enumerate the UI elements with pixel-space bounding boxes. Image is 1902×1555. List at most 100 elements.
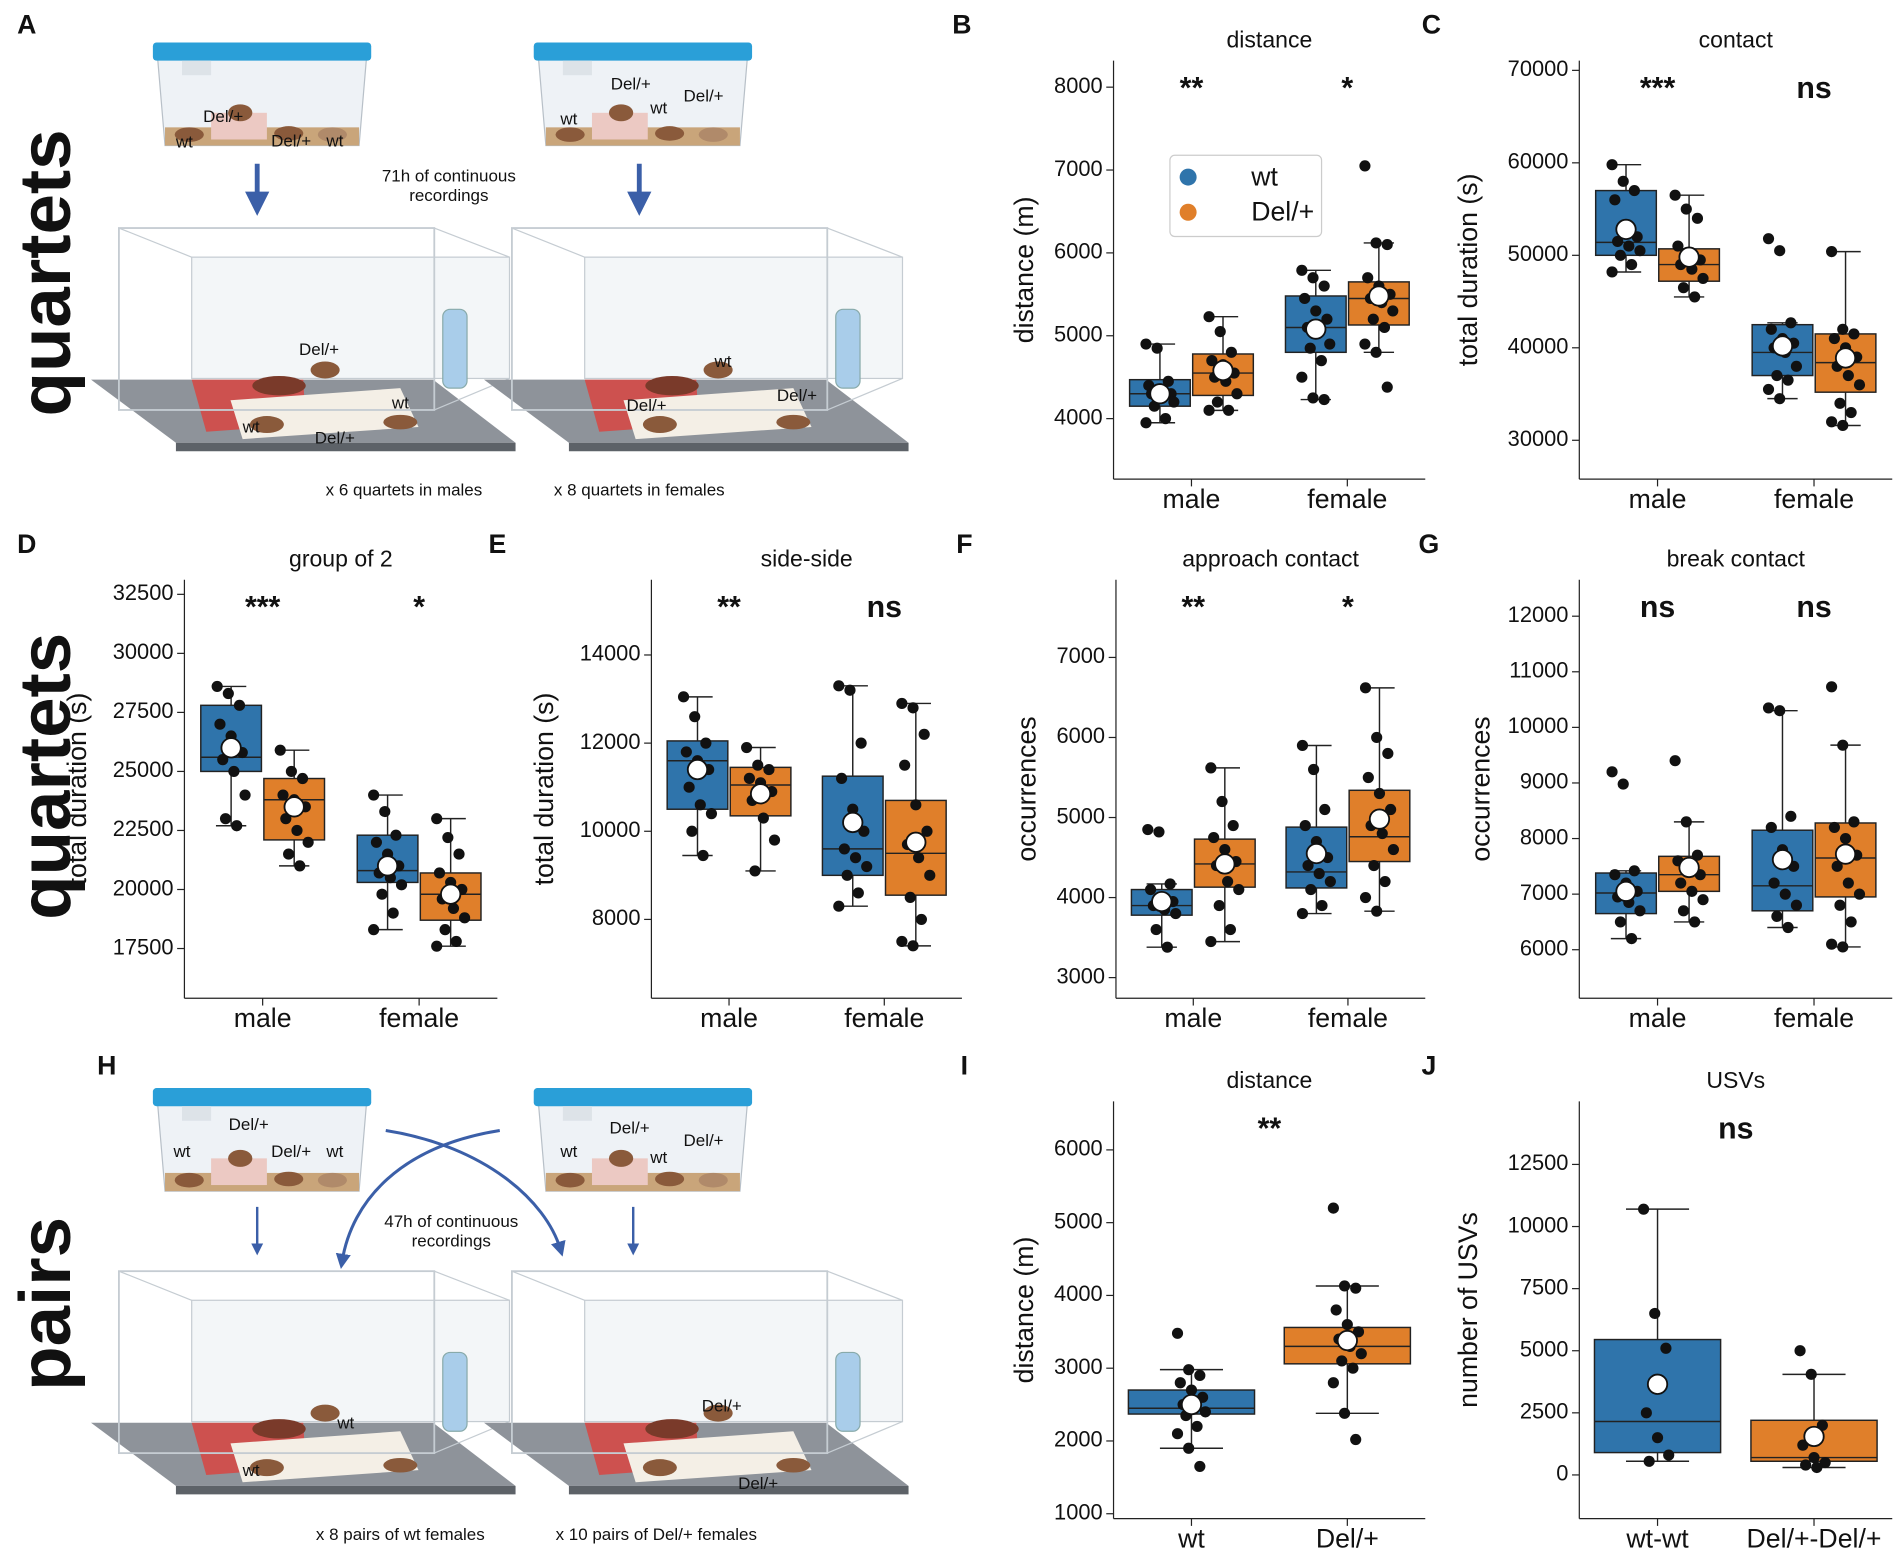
point — [1845, 916, 1857, 928]
point — [1382, 747, 1394, 760]
significance: ** — [717, 591, 741, 624]
significance: ns — [1796, 72, 1831, 105]
point — [285, 765, 297, 778]
point — [1307, 392, 1319, 404]
cage-label: wt — [713, 352, 731, 371]
point — [442, 831, 454, 844]
point — [768, 834, 781, 846]
point — [1151, 342, 1163, 354]
point — [1762, 233, 1775, 245]
point — [1680, 816, 1692, 828]
point — [836, 772, 848, 784]
point — [1191, 1420, 1203, 1432]
point — [1826, 681, 1838, 693]
point — [1626, 258, 1638, 271]
mean — [1678, 856, 1700, 879]
cage-label: wt — [325, 131, 343, 150]
point — [1359, 160, 1371, 172]
point — [1162, 375, 1174, 387]
point — [1296, 371, 1308, 383]
cage-label: Del/+ — [315, 429, 355, 448]
y-tick-label: 17500 — [113, 934, 174, 959]
y-tick-label: 20000 — [113, 875, 174, 900]
panel-label: C — [1422, 10, 1441, 40]
mean — [1151, 890, 1173, 913]
panel-label: F — [956, 529, 972, 559]
point — [1219, 843, 1231, 856]
point — [1338, 1407, 1351, 1419]
y-tick-label: 10000 — [1508, 1212, 1569, 1237]
point — [1183, 1442, 1195, 1454]
y-tick-label: 60000 — [1508, 149, 1569, 174]
point — [1774, 393, 1786, 405]
cage-label: Del/+ — [203, 107, 243, 126]
point — [439, 924, 451, 936]
point — [689, 711, 701, 723]
y-tick-label: 25000 — [113, 757, 174, 782]
point — [915, 913, 927, 925]
point — [1606, 159, 1618, 171]
point — [1227, 819, 1239, 832]
note: recordings — [409, 186, 488, 205]
point — [1185, 1384, 1198, 1396]
point — [1378, 321, 1391, 334]
point — [1296, 907, 1309, 920]
point — [283, 848, 295, 860]
point — [387, 907, 399, 919]
point — [1299, 292, 1311, 305]
point — [302, 836, 314, 848]
point — [1794, 1345, 1806, 1357]
point — [1174, 1377, 1186, 1389]
point — [395, 879, 408, 891]
y-axis-label: total duration (s) — [529, 693, 559, 886]
y-axis-label: number of USVs — [1453, 1212, 1483, 1408]
point — [743, 772, 755, 784]
caption: x 10 pairs of Del/+ females — [556, 1525, 757, 1544]
panel-label: I — [961, 1050, 968, 1080]
cage-label: Del/+ — [229, 1115, 269, 1134]
cage-label: Del/+ — [271, 131, 311, 150]
point — [1376, 827, 1388, 840]
point — [368, 924, 380, 936]
point — [1324, 875, 1336, 888]
point — [1199, 1406, 1211, 1418]
point — [1663, 1449, 1675, 1461]
point — [1387, 305, 1399, 317]
significance: ns — [1796, 591, 1831, 624]
y-tick-label: 3000 — [1056, 963, 1105, 988]
point — [1638, 1203, 1650, 1215]
point — [1790, 360, 1803, 372]
x-tick-label: wt-wt — [1625, 1523, 1689, 1553]
chart-title: break contact — [1667, 545, 1806, 571]
y-tick-label: 1000 — [1054, 1500, 1103, 1525]
x-tick-label: female — [1774, 484, 1854, 514]
point — [1675, 877, 1687, 889]
point — [918, 728, 930, 740]
y-tick-label: 50000 — [1508, 241, 1569, 266]
point — [431, 813, 443, 825]
cage-label: wt — [559, 110, 577, 129]
point — [1142, 823, 1154, 836]
mean — [1368, 808, 1391, 830]
point — [1628, 865, 1640, 877]
point — [1164, 878, 1176, 890]
mean — [1646, 1373, 1669, 1395]
mean — [1305, 318, 1327, 340]
cage-label: wt — [649, 99, 667, 118]
mean — [1214, 853, 1236, 875]
mean — [1336, 1329, 1358, 1352]
point — [1371, 905, 1383, 917]
point — [899, 759, 911, 771]
x-tick-label: female — [844, 1003, 924, 1033]
row-label: quartets — [5, 633, 86, 920]
caption: x 8 quartets in females — [554, 481, 725, 500]
y-tick-label: 30000 — [1508, 426, 1569, 451]
point — [1194, 1369, 1206, 1382]
x-tick-label: female — [379, 1003, 459, 1033]
point — [390, 829, 402, 841]
point — [1845, 406, 1857, 419]
point — [1669, 755, 1681, 767]
legend-label: Del/+ — [1251, 197, 1314, 227]
x-tick-label: Del/+ — [1316, 1523, 1379, 1553]
point — [1194, 1460, 1206, 1473]
